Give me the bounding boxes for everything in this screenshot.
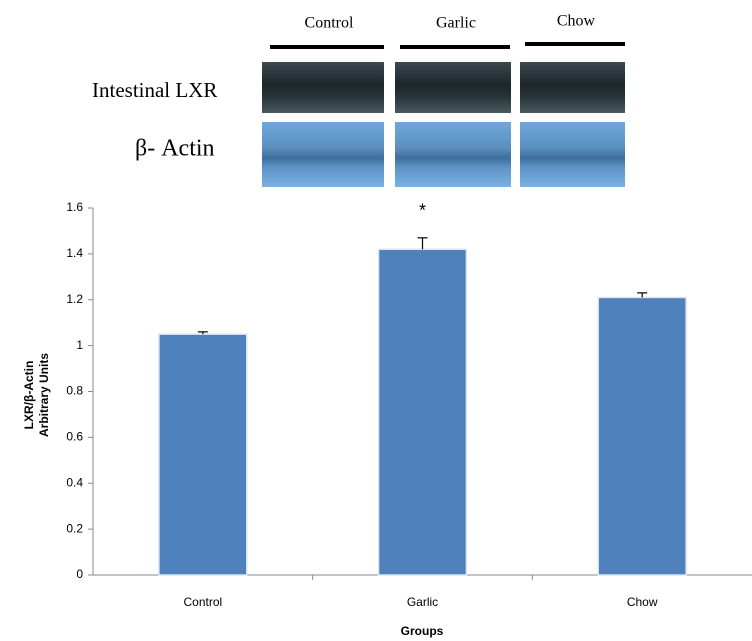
y-tick-label: 1.6 [66, 200, 83, 214]
y-tick-label: 1.4 [66, 246, 83, 260]
bar [159, 334, 247, 575]
blot-row-label: Intestinal LXR [92, 78, 217, 102]
annotation: * [419, 201, 426, 221]
x-tick-label: Chow [627, 595, 658, 609]
blot-band [395, 62, 511, 113]
blot-band [395, 122, 511, 187]
y-tick-label: 0.4 [66, 475, 83, 489]
blot-band [262, 62, 384, 113]
lane-label: Control [305, 15, 354, 32]
y-tick-label: 1 [76, 338, 83, 352]
blot-band [520, 62, 625, 113]
x-axis-label: Groups [401, 624, 444, 638]
bar [598, 297, 686, 575]
blot-band [262, 122, 384, 187]
figure: Control Garlic Chow Intestinal LXR β- Ac… [0, 0, 752, 641]
y-tick-label: 0.2 [66, 521, 83, 535]
error-bar [418, 238, 428, 249]
x-tick-label: Garlic [407, 595, 438, 609]
y-tick-label: 0.8 [66, 384, 83, 398]
y-tick-label: 0 [76, 567, 83, 581]
y-axis-label: LXR/β-Actin [22, 361, 36, 430]
blot: Control Garlic Chow Intestinal LXR β- Ac… [92, 13, 625, 187]
x-tick-label: Control [183, 595, 222, 609]
lane-label: Garlic [436, 15, 476, 32]
y-tick-label: 1.2 [66, 292, 83, 306]
blot-band [520, 122, 625, 187]
y-tick-label: 0.6 [66, 430, 83, 444]
lane-label: Chow [557, 13, 596, 30]
y-axis-label: Arbitrary Units [37, 353, 51, 437]
blot-row-label: β- Actin [135, 136, 215, 162]
bar [379, 249, 467, 575]
